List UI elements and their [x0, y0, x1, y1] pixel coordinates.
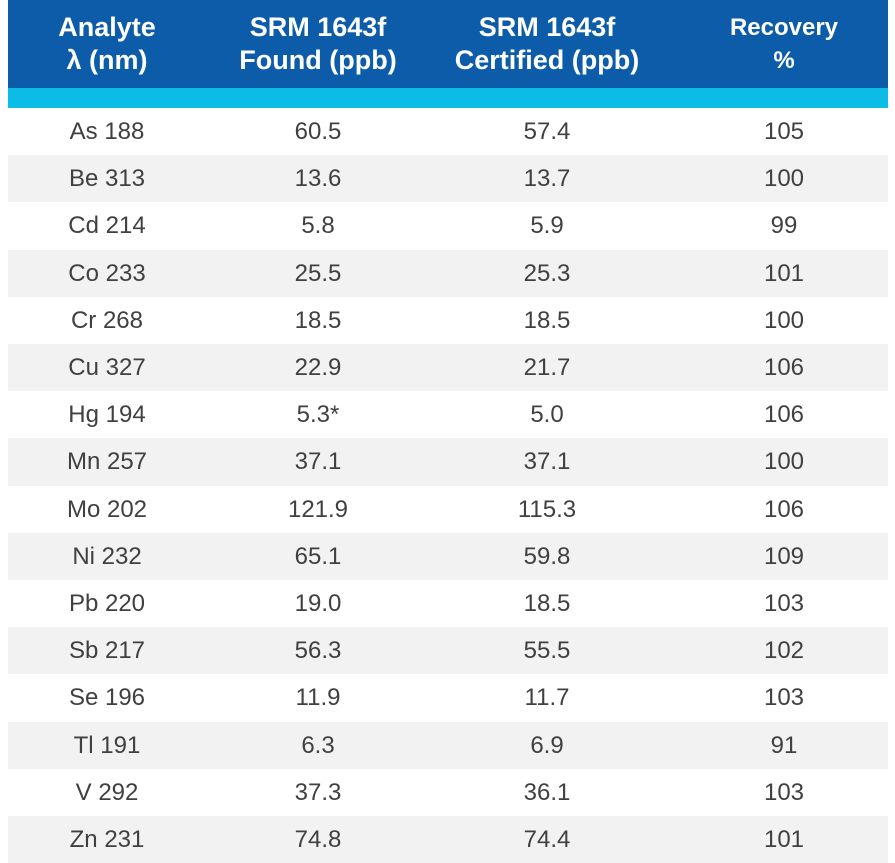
table-row: V 292 37.3 36.1 103 — [8, 769, 888, 816]
table-cell: Ni 232 — [72, 542, 142, 570]
table-cell: 37.1 — [294, 448, 342, 476]
column-header: SRM 1643f Found (ppb) — [208, 8, 428, 80]
table-cell: 100 — [763, 306, 805, 334]
table-cell: Cu 327 — [68, 354, 146, 381]
table-cell: 13.6 — [294, 165, 342, 193]
table-cell: 18.5 — [294, 306, 342, 334]
table-cell: As 188 — [69, 118, 145, 145]
table-cell: 22.9 — [294, 354, 342, 381]
table-cell: 100 — [763, 448, 805, 476]
table-cell: 101 — [763, 826, 805, 853]
table-cell: 106 — [763, 354, 805, 381]
table-cell: 103 — [763, 684, 805, 712]
table-cell: 6.9 — [530, 731, 564, 759]
table-row: Ni 232 65.1 59.8 109 — [8, 532, 888, 580]
table-cell: Mo 202 — [66, 495, 148, 523]
table-cell: 36.1 — [523, 778, 571, 806]
header-line: λ (nm) — [66, 45, 148, 75]
table-cell: 5.3* — [296, 401, 340, 429]
table-cell: Sb 217 — [68, 637, 146, 665]
table-row: Tl 191 6.3 6.9 91 — [8, 721, 888, 769]
header-line: Found (ppb) — [239, 45, 397, 75]
table-cell: 74.8 — [294, 826, 342, 853]
table-cell: Cr 268 — [70, 306, 144, 334]
table-cell: 105 — [763, 118, 805, 145]
table-cell: 109 — [763, 542, 805, 570]
table-cell: 56.3 — [294, 637, 342, 665]
table-cell: Co 233 — [68, 259, 146, 287]
column-header: Recovery% — [684, 8, 884, 80]
table-cell: 21.7 — [523, 354, 571, 381]
table-cell: 11.7 — [524, 684, 570, 712]
table-cell: Hg 194 — [68, 401, 146, 429]
table-cell: 25.5 — [294, 259, 342, 287]
table-cell: Se 196 — [68, 684, 146, 712]
table-cell: Pb 220 — [68, 590, 146, 617]
table-row: Co 233 25.5 25.3 101 — [8, 249, 888, 297]
table-cell: 74.4 — [523, 826, 571, 853]
table-cell: 5.0 — [530, 401, 564, 429]
table-row: Cr 268 18.5 18.5 100 — [8, 297, 888, 344]
table-cell: Cd 214 — [68, 212, 146, 240]
table-cell: 101 — [763, 259, 805, 287]
table-row: Zn 231 74.8 74.4 101 — [8, 816, 888, 863]
table-row: Cu 327 22.9 21.7 106 — [8, 344, 888, 392]
header-line: % — [773, 47, 795, 74]
table-cell: 106 — [763, 495, 805, 523]
header-bar — [8, 0, 888, 88]
table-cell: 60.5 — [294, 118, 342, 145]
table-cell: 11.9 — [295, 684, 341, 712]
table-cell: 25.3 — [523, 259, 571, 287]
table-row: Be 313 13.6 13.7 100 — [8, 155, 888, 203]
header-accent — [8, 88, 888, 108]
table-cell: Be 313 — [68, 165, 146, 193]
table-row: Pb 220 19.0 18.5 103 — [8, 580, 888, 627]
table-cell: 57.4 — [523, 118, 571, 145]
table-cell: 5.8 — [301, 212, 335, 240]
table-cell: 91 — [770, 731, 798, 759]
table-cell: 59.8 — [523, 542, 571, 570]
table-cell: 5.9 — [530, 212, 564, 240]
header-line: Recovery — [729, 14, 839, 41]
column-header: Analyte λ (nm) — [7, 8, 207, 80]
table-cell: 37.1 — [523, 448, 571, 476]
table-cell: 103 — [763, 590, 805, 617]
table-cell: 103 — [763, 778, 805, 806]
table-row: Mo 202 121.9 115.3 106 — [8, 486, 888, 533]
table-cell: 102 — [763, 637, 805, 665]
table-cell: 106 — [763, 401, 805, 429]
header-line: Certified (ppb) — [454, 45, 640, 75]
column-header: SRM 1643f Certified (ppb) — [427, 8, 667, 80]
table-cell: 115.3 — [517, 495, 577, 523]
table-cell: 6.3 — [301, 731, 335, 759]
table-cell: 65.1 — [294, 542, 342, 570]
table-cell: 37.3 — [294, 778, 342, 806]
table-row: Sb 217 56.3 55.5 102 — [8, 627, 888, 675]
table-row: As 188 60.5 57.4 105 — [8, 108, 888, 155]
table-cell: 18.5 — [523, 590, 571, 617]
table-cell: Zn 231 — [69, 826, 145, 853]
header-line: SRM 1643f — [249, 12, 387, 42]
header-line: SRM 1643f — [478, 12, 616, 42]
table-row: Mn 257 37.1 37.1 100 — [8, 438, 888, 486]
table-cell: 55.5 — [523, 637, 571, 665]
table-cell: Mn 257 — [66, 448, 148, 476]
table-row: Se 196 11.9 11.7 103 — [8, 674, 888, 721]
table-cell: 99 — [770, 212, 798, 240]
table-cell: 121.9 — [287, 495, 349, 523]
table-row: Cd 214 5.8 5.9 99 — [8, 202, 888, 249]
table-cell: V 292 — [75, 778, 139, 806]
table-cell: 18.5 — [523, 306, 571, 334]
table-cell: 13.7 — [523, 165, 571, 193]
table-cell: Tl 191 — [73, 731, 141, 759]
header-line: Analyte — [58, 12, 156, 42]
table-cell: 19.0 — [294, 590, 342, 617]
table-row: Hg 194 5.3* 5.0 106 — [8, 391, 888, 438]
table-cell: 100 — [763, 165, 805, 193]
